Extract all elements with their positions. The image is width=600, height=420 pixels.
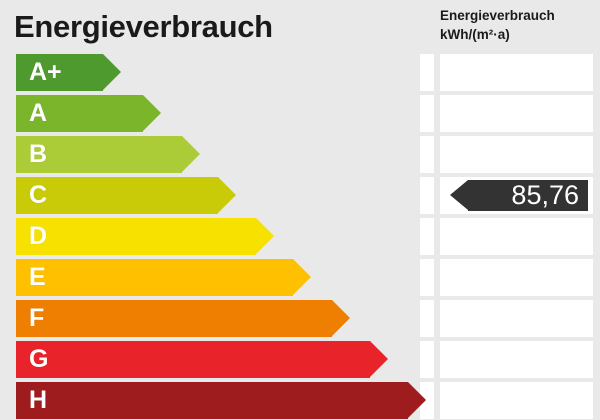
grid-cell-narrow <box>420 218 434 255</box>
energy-class-row-G: G <box>0 341 600 378</box>
energy-class-row-E: E <box>0 259 600 296</box>
marker-arrow-left-icon <box>450 180 468 210</box>
energy-class-bar: B <box>16 136 200 173</box>
energy-scale-rows: A+ A B C 85,76 D E F G H <box>0 50 600 420</box>
bar-arrow-tip-icon <box>218 177 236 213</box>
energy-class-bar: G <box>16 341 388 378</box>
bar-fill <box>16 54 103 91</box>
grid-cell-value <box>440 218 593 255</box>
grid-cell-narrow <box>420 95 434 132</box>
grid-cell-value <box>440 95 593 132</box>
page-title: Energieverbrauch <box>14 9 273 44</box>
value-marker: 85,76 <box>450 180 588 211</box>
bar-arrow-tip-icon <box>332 300 350 336</box>
energy-class-row-H: H <box>0 382 600 419</box>
energy-class-label: A+ <box>29 58 62 86</box>
grid-cell-narrow <box>420 341 434 378</box>
grid-cell-value <box>440 300 593 337</box>
bar-fill <box>16 95 143 132</box>
energy-class-bar: E <box>16 259 311 296</box>
bar-arrow-tip-icon <box>143 95 161 131</box>
bar-arrow-tip-icon <box>103 54 121 90</box>
bar-arrow-tip-icon <box>182 136 200 172</box>
bar-arrow-tip-icon <box>256 218 274 254</box>
energy-class-bar: D <box>16 218 274 255</box>
bar-arrow-tip-icon <box>408 382 426 418</box>
scale-header: Energieverbrauch kWh/(m²·a) <box>440 6 600 44</box>
grid-cell-narrow <box>420 259 434 296</box>
energy-class-row-F: F <box>0 300 600 337</box>
bar-fill <box>16 136 182 173</box>
energy-class-label: C <box>29 181 48 209</box>
energy-class-row-Aplus: A+ <box>0 54 600 91</box>
energy-class-label: A <box>29 99 48 127</box>
grid-cell-value <box>440 136 593 173</box>
energy-class-row-B: B <box>0 136 600 173</box>
bar-fill <box>16 300 332 337</box>
energy-class-label: H <box>29 386 48 414</box>
grid-cell-value <box>440 341 593 378</box>
energy-class-bar: A <box>16 95 161 132</box>
energy-class-label: D <box>29 222 48 250</box>
bar-arrow-tip-icon <box>293 259 311 295</box>
energy-class-bar: H <box>16 382 426 419</box>
energy-class-row-C: C 85,76 <box>0 177 600 214</box>
marker-value-text: 85,76 <box>511 180 579 210</box>
grid-cell-value <box>440 54 593 91</box>
energy-class-bar: F <box>16 300 350 337</box>
energy-class-bar: A+ <box>16 54 121 91</box>
grid-cell-narrow <box>420 177 434 214</box>
grid-cell-value <box>440 382 593 419</box>
bar-fill <box>16 218 256 255</box>
bar-fill <box>16 382 408 419</box>
grid-cell-value <box>440 259 593 296</box>
bar-fill <box>16 341 370 378</box>
energy-class-row-D: D <box>0 218 600 255</box>
grid-cell-narrow <box>420 54 434 91</box>
energy-class-bar: C <box>16 177 236 214</box>
scale-header-line1: Energieverbrauch <box>440 8 555 23</box>
energy-class-label: B <box>29 140 48 168</box>
bar-fill <box>16 177 218 214</box>
grid-cell-narrow <box>420 136 434 173</box>
bar-arrow-tip-icon <box>370 341 388 377</box>
bar-fill <box>16 259 293 296</box>
grid-cell-narrow <box>420 300 434 337</box>
scale-header-line2: kWh/(m²·a) <box>440 27 510 42</box>
energy-class-row-A: A <box>0 95 600 132</box>
energy-class-label: F <box>29 304 45 332</box>
energy-class-label: E <box>29 263 46 291</box>
marker-box: 85,76 <box>468 180 588 211</box>
energy-class-label: G <box>29 345 49 373</box>
